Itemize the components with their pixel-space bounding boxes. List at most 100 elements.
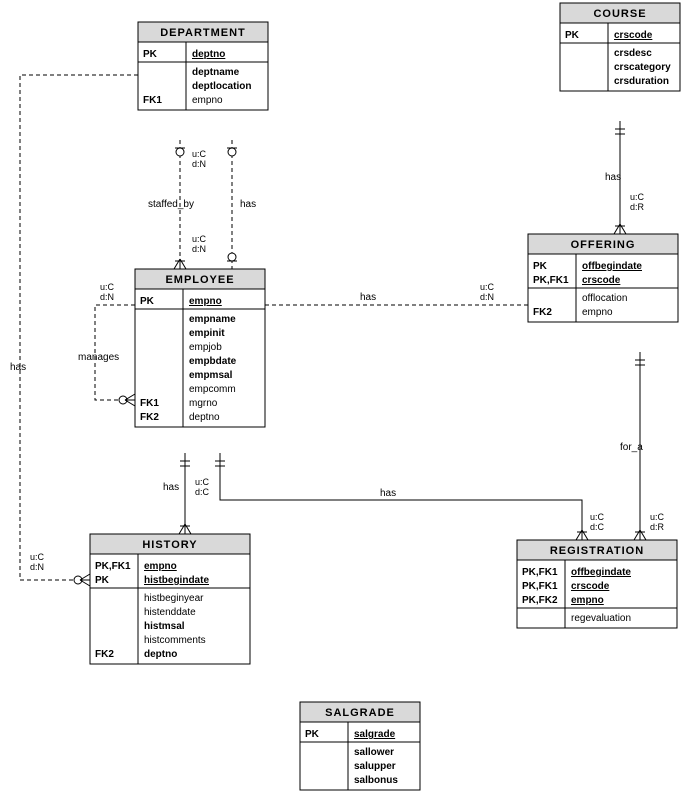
attr-employee-empcomm: empcomm [189,384,236,395]
key-registration-1: PK,FK1 [522,581,558,592]
attr-department-deptname: deptname [192,67,240,78]
card-dept_has_hist-0: u:C [30,552,45,562]
attr-history-histmsal: histmsal [144,621,185,632]
erd-canvas: staffed_byu:Cd:Nu:Cd:Nhashasu:Cd:Nmanage… [0,0,690,803]
rel-label-dept_has_hist: has [10,362,26,373]
entity-title-history: HISTORY [142,539,197,551]
key-department-0: PK [143,49,158,60]
key-department-4: FK1 [143,95,162,106]
card-course_has_off-0: u:C [630,192,645,202]
card-off_for_reg-1: d:R [650,522,665,532]
card-staffed_by-3: d:N [192,244,206,254]
card-course_has_off-1: d:R [630,202,645,212]
attr-employee-empmsal: empmsal [189,370,233,381]
attr-offering-crscode: crscode [582,275,621,286]
attr-employee-empname: empname [189,314,236,325]
attr-history-histcomments: histcomments [144,635,206,646]
attr-history-histbeginyear: histbeginyear [144,593,204,604]
attr-course-crscategory: crscategory [614,62,671,73]
rel-dept_has_hist: hasu:Cd:N [10,70,151,586]
rel-label-dept_has_emp: has [240,199,256,210]
entity-department: DEPARTMENTPKdeptnodeptnamedeptlocationFK… [138,22,268,110]
key-offering-0: PK [533,261,548,272]
entity-salgrade: SALGRADE PK salgrade sallower salupper salbon… [300,702,420,790]
entity-title-department: DEPARTMENT [160,27,246,39]
key-employee-0: PK [140,296,155,307]
rel-emp_has_off: has u:Cd:N [249,282,544,311]
rel-label-emp_has_hist: has [163,482,179,493]
rel-emp_has_hist: has u:Cd:C [163,453,210,534]
attr-salgrade-salbonus: salbonus [354,775,398,786]
card-emp_has_off-1: d:N [480,292,494,302]
card-manages-1: d:N [100,292,114,302]
key-history-7: FK2 [95,649,114,660]
key-salgrade-0: PK [305,729,320,740]
rel-course_has_off: has u:Cd:R [605,121,645,234]
entity-title-registration: REGISTRATION [550,545,644,557]
key-history-1: PK [95,575,110,586]
card-off_for_reg-0: u:C [650,512,665,522]
rel-label-off_for_reg: for_a [620,442,643,453]
attr-history-histbegindate: histbegindate [144,575,209,586]
key-employee-9: FK2 [140,412,159,423]
card-emp_has_off-0: u:C [480,282,495,292]
attr-course-crscode: crscode [614,30,653,41]
attr-department-empno: empno [192,95,223,106]
rel-label-staffed_by: staffed_by [148,199,194,210]
entity-title-employee: EMPLOYEE [165,274,234,286]
card-staffed_by-0: u:C [192,149,207,159]
card-staffed_by-1: d:N [192,159,206,169]
key-registration-0: PK,FK1 [522,567,558,578]
attr-employee-mgrno: mgrno [189,398,218,409]
attr-history-deptno: deptno [144,649,177,660]
attr-course-crsdesc: crsdesc [614,48,652,59]
rel-label-course_has_off: has [605,172,621,183]
entity-history: HISTORY PK,FK1 empno PK histbegindate histbeg… [90,534,250,664]
attr-employee-empno: empno [189,296,222,307]
attr-employee-empinit: empinit [189,328,225,339]
attr-registration-offbegindate: offbegindate [571,567,631,578]
attr-department-deptlocation: deptlocation [192,81,251,92]
attr-course-crsduration: crsduration [614,76,669,87]
attr-salgrade-salgrade: salgrade [354,729,396,740]
key-offering-1: PK,FK1 [533,275,569,286]
card-emp_has_hist-0: u:C [195,477,210,487]
key-offering-4: FK2 [533,307,552,318]
card-emp_has_reg-1: d:C [590,522,605,532]
entity-employee: EMPLOYEEPKempnoempnameempinitempjobempbd… [135,269,265,427]
attr-salgrade-sallower: sallower [354,747,394,758]
key-registration-2: PK,FK2 [522,595,558,606]
key-employee-8: FK1 [140,398,159,409]
attr-registration-regevaluation: regevaluation [571,613,631,624]
entity-registration: REGISTRATION PK,FK1 offbegindate PK,FK1 crsc… [517,540,677,628]
key-course-0: PK [565,30,580,41]
rel-label-emp_has_off: has [360,292,376,303]
attr-registration-empno: empno [571,595,604,606]
entity-offering: OFFERING PK offbegindate PK,FK1 crscode offlo… [528,234,678,322]
attr-offering-offbegindate: offbegindate [582,261,642,272]
rel-label-emp_has_reg: has [380,488,396,499]
attr-offering-offlocation: offlocation [582,293,627,304]
entity-title-salgrade: SALGRADE [325,707,395,719]
rel-staffed_by: staffed_byu:Cd:Nu:Cd:N [148,140,207,269]
attr-salgrade-salupper: salupper [354,761,396,772]
card-manages-0: u:C [100,282,115,292]
attr-registration-crscode: crscode [571,581,610,592]
entity-course: COURSE PK crscode crsdesc crscategory crsdura… [560,3,680,91]
key-history-0: PK,FK1 [95,561,131,572]
attr-employee-deptno: deptno [189,412,220,423]
card-dept_has_hist-1: d:N [30,562,44,572]
relationships: staffed_byu:Cd:Nu:Cd:Nhashasu:Cd:Nmanage… [10,70,665,586]
attr-history-empno: empno [144,561,177,572]
attr-employee-empjob: empjob [189,342,222,353]
entity-title-offering: OFFERING [571,239,636,251]
entity-title-course: COURSE [593,8,646,20]
rel-emp_has_reg: has u:Cd:C [215,453,605,540]
rel-label-manages: manages [78,352,119,363]
card-emp_has_reg-0: u:C [590,512,605,522]
rel-off_for_reg: for_a u:Cd:R [620,352,665,540]
attr-history-histenddate: histenddate [144,607,196,618]
attr-offering-empno: empno [582,307,613,318]
card-emp_has_hist-1: d:C [195,487,210,497]
card-staffed_by-2: u:C [192,234,207,244]
